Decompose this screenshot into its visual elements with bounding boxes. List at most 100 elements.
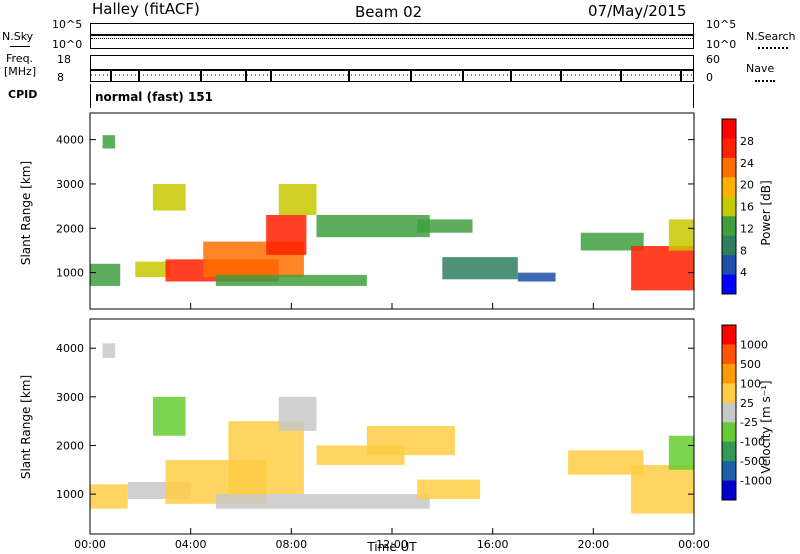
- nsearch-trace: [91, 38, 693, 40]
- colorbar-tick-label: -25: [740, 416, 758, 429]
- colorbar-swatch: [722, 344, 736, 365]
- date-title: 07/May/2015: [588, 2, 687, 20]
- colorbar-tick-label: 100: [740, 377, 761, 390]
- colorbar-swatch: [722, 119, 736, 139]
- freq-tick-bottom: 8: [57, 71, 64, 84]
- freq-panel: [90, 55, 694, 82]
- velocity-colorbar: 1000 500 100 25 -25 -100 -500 -1000: [721, 324, 772, 501]
- y-tick-label: 3000: [56, 178, 84, 191]
- scatter-region: [266, 214, 307, 255]
- scatter-region: [442, 257, 518, 280]
- scatter-region: [631, 464, 694, 514]
- colorbar-swatch: [722, 216, 736, 237]
- colorbar-frame: [721, 324, 737, 501]
- scatter-region: [668, 435, 694, 470]
- colorbar-swatch: [722, 274, 736, 295]
- noise-tick-left-top: 10^5: [52, 18, 83, 31]
- scatter-region: [152, 396, 186, 436]
- nsky-label: N.Sky: [2, 30, 34, 43]
- scatter-region: [278, 396, 317, 431]
- velocity-chart: 1000 2000 3000 4000 00:00 04:00 08:00 12:00 16:…: [19, 318, 773, 554]
- colorbar-swatch: [722, 235, 736, 256]
- scatter-region: [580, 232, 644, 251]
- scatter-region: [215, 494, 430, 509]
- power-colorbar: 4 8 12 16 20 24 28: [721, 118, 754, 295]
- scatter-region: [278, 183, 317, 215]
- scatter-region: [631, 246, 694, 291]
- cpid-panel: normal (fast) 151: [90, 84, 694, 108]
- power-chart: 1000 2000 3000 4000 Slant Range [km] 4 8 12 16…: [19, 112, 773, 310]
- colorbar-tick-label: 25: [740, 397, 754, 410]
- velocity-colorbar-label: Velocity [m s⁻¹]: [759, 380, 773, 473]
- x-tick-label: 20:00: [577, 538, 609, 551]
- velocity-ylabel: Slant Range [km]: [19, 375, 33, 479]
- scatter-region: [135, 261, 171, 278]
- colorbar-tick-label: 20: [740, 179, 754, 192]
- cpid-value: normal (fast) 151: [95, 90, 213, 104]
- colorbar-swatch: [722, 383, 736, 404]
- y-tick-label: 4000: [56, 134, 84, 147]
- beam-title: Beam 02: [355, 3, 423, 21]
- nsearch-legend-line: [758, 47, 788, 49]
- power-y-ticks: 1000 2000 3000 4000: [56, 134, 695, 309]
- scatter-region: [417, 479, 481, 499]
- scatter-region: [517, 272, 556, 282]
- power-plot-area: [90, 135, 694, 291]
- noise-tick-right-bottom: 10^0: [706, 38, 737, 51]
- x-tick-label: 04:00: [175, 538, 207, 551]
- power-ylabel: Slant Range [km]: [19, 161, 33, 265]
- cpid-label: CPID: [8, 88, 38, 101]
- y-tick-label: 1000: [56, 488, 84, 501]
- colorbar-tick-label: 8: [740, 244, 747, 257]
- colorbar-frame: [721, 118, 737, 295]
- colorbar-tick-label: 16: [740, 201, 754, 214]
- colorbar-tick-label: 4: [740, 266, 747, 279]
- scatter-region: [417, 219, 473, 233]
- y-tick-label: 2000: [56, 439, 84, 452]
- colorbar-swatch: [722, 157, 736, 178]
- colorbar-swatch: [722, 325, 736, 345]
- colorbar-tick-label: -1000: [740, 475, 772, 488]
- freq-nave-trace: [91, 69, 693, 81]
- y-tick-label: 1000: [56, 267, 84, 280]
- y-tick-label: 2000: [56, 222, 84, 235]
- colorbar-tick-label: 28: [740, 135, 754, 148]
- colorbar-swatch: [722, 255, 736, 276]
- power-colorbar-label: Power [dB]: [759, 180, 773, 245]
- colorbar-tick-label: 24: [740, 157, 754, 170]
- nsearch-label: N.Search: [746, 30, 796, 43]
- noise-tick-left-bottom: 10^0: [52, 38, 83, 51]
- scatter-region: [90, 484, 128, 509]
- y-tick-label: 3000: [56, 391, 84, 404]
- colorbar-swatch: [722, 196, 736, 217]
- colorbar-tick-label: 500: [740, 358, 761, 371]
- station-title: Halley (fitACF): [92, 0, 200, 18]
- colorbar-swatch: [722, 363, 736, 384]
- colorbar-swatch: [722, 480, 736, 501]
- freq-label-2: [MHz]: [4, 65, 37, 78]
- colorbar-swatch: [722, 138, 736, 159]
- velocity-xlabel: Time UT: [366, 540, 417, 554]
- scatter-region: [102, 135, 116, 149]
- y-tick-label: 4000: [56, 342, 84, 355]
- velocity-plot-area: [90, 343, 694, 514]
- scatter-region: [316, 214, 430, 238]
- nave-label: Nave: [746, 62, 775, 75]
- x-tick-label: 00:00: [74, 538, 106, 551]
- scatter-region: [215, 274, 367, 286]
- x-tick-label: 08:00: [275, 538, 307, 551]
- x-tick-label: 00:00: [678, 538, 710, 551]
- scatter-region: [102, 343, 116, 358]
- scatter-region: [90, 263, 121, 286]
- colorbar-swatch: [722, 461, 736, 482]
- velocity-y-ticks: 1000 2000 3000 4000: [56, 342, 695, 534]
- nsky-legend-line: [10, 46, 30, 47]
- x-tick-label: 16:00: [477, 538, 509, 551]
- scatter-region: [366, 426, 455, 456]
- colorbar-swatch: [722, 441, 736, 462]
- x-tick-label: 12:00: [376, 538, 408, 551]
- colorbar-swatch: [722, 402, 736, 423]
- freq-label-1: Freq.: [6, 52, 34, 65]
- noise-panel: [90, 23, 694, 49]
- colorbar-tick-label: -100: [740, 436, 765, 449]
